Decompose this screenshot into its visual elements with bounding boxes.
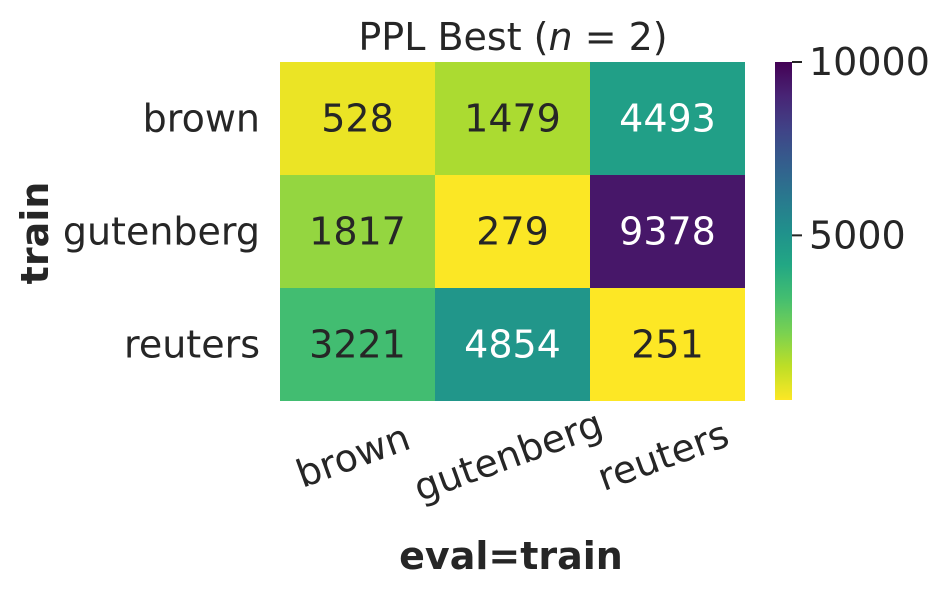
y-tick-label: brown (143, 97, 260, 141)
cell-value-label: 4854 (464, 323, 561, 367)
chart-title: PPL Best (n = 2) (358, 15, 667, 59)
y-axis-label: train (13, 182, 57, 285)
heatmap-cell (590, 288, 745, 401)
colorbar-tick-label: 10000 (809, 40, 930, 84)
heatmap-cell (280, 62, 435, 175)
x-tick-label: reuters (592, 412, 735, 500)
heatmap-cell (590, 175, 745, 288)
y-tick-label: gutenberg (63, 210, 260, 254)
cell-value-label: 4493 (619, 97, 716, 141)
x-tick-label: brown (290, 415, 415, 496)
heatmap-cells: 528 1479 4493 1817 279 9378 3221 4854 251 (280, 62, 745, 401)
heatmap-cell (590, 62, 745, 175)
heatmap-cell (435, 288, 590, 401)
cell-value-label: 1479 (464, 97, 561, 141)
y-tick-label: reuters (124, 323, 260, 367)
cell-value-label: 528 (321, 97, 394, 141)
cell-value-label: 1817 (309, 210, 406, 254)
heatmap-cell (280, 175, 435, 288)
cell-value-label: 251 (631, 323, 704, 367)
x-axis-label: eval=train (399, 534, 623, 578)
cell-value-label: 3221 (309, 323, 406, 367)
heatmap-cell (435, 175, 590, 288)
y-tick-labels: brown gutenberg reuters (63, 97, 260, 367)
colorbar-tick-label: 5000 (809, 213, 906, 257)
heatmap-cell (435, 62, 590, 175)
x-tick-label: gutenberg (408, 401, 608, 510)
cell-value-label: 9378 (619, 210, 716, 254)
cell-value-label: 279 (476, 210, 549, 254)
colorbar-ticks: 10000 5000 (792, 40, 930, 257)
heatmap-cell (280, 288, 435, 401)
colorbar (775, 62, 792, 400)
